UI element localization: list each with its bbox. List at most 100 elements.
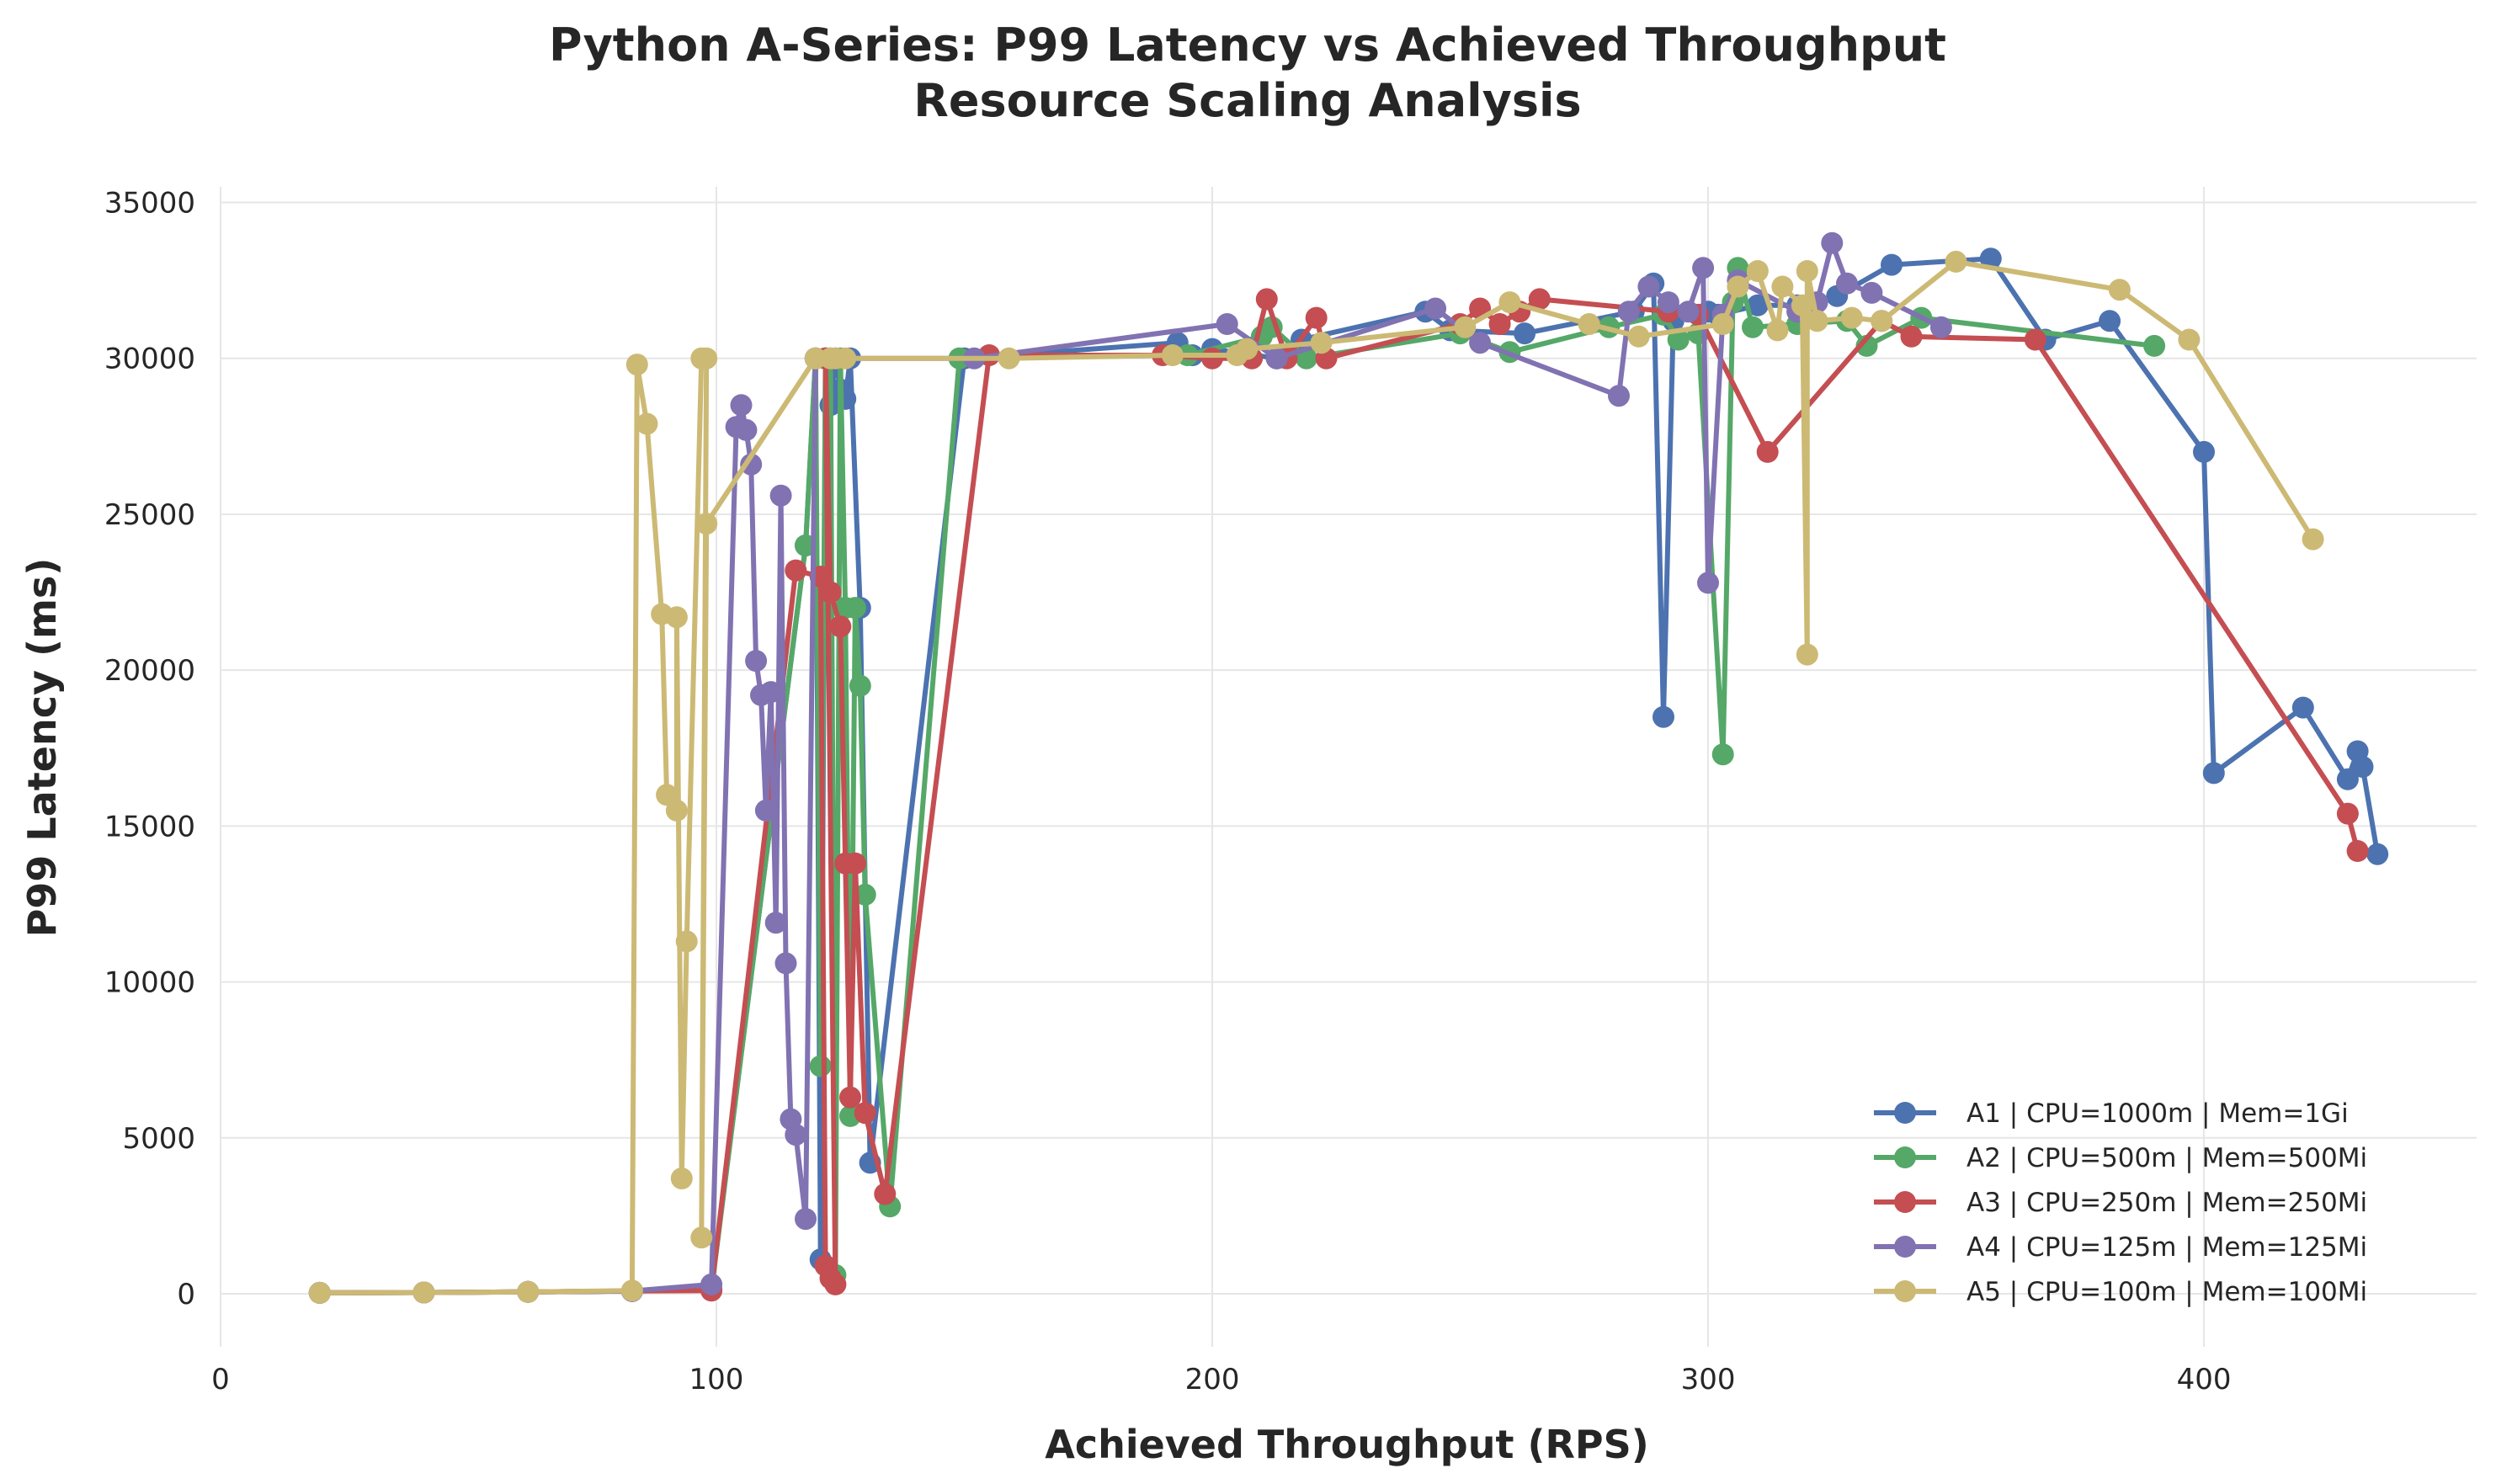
data-point (1945, 250, 1967, 273)
y-tick-label: 35000 (104, 187, 195, 221)
data-point (1979, 247, 2002, 270)
data-point (1746, 260, 1769, 282)
x-tick-label: 100 (689, 1363, 744, 1396)
data-point (625, 354, 648, 376)
data-point (517, 1280, 540, 1303)
data-point (695, 347, 718, 370)
y-tick-label: 25000 (104, 498, 195, 532)
data-point (854, 883, 876, 906)
data-point (1608, 385, 1630, 407)
data-point (2143, 334, 2166, 357)
data-point (839, 1086, 861, 1109)
data-point (1860, 281, 1883, 304)
legend-entry: A3 | CPU=250m | Mem=250Mi (1874, 1188, 2367, 1218)
data-point (1617, 301, 1640, 323)
data-point (620, 1279, 643, 1302)
x-tick-label: 400 (2177, 1363, 2232, 1396)
series-a5 (308, 250, 2324, 1304)
data-point (2346, 840, 2369, 862)
data-point (2291, 696, 2314, 719)
data-point (2108, 279, 2131, 301)
legend-swatch-marker (1894, 1236, 1916, 1258)
series-a2 (308, 257, 2166, 1304)
data-point (1514, 322, 1536, 345)
data-point (1871, 310, 1893, 332)
data-point (834, 347, 857, 370)
data-point (1791, 294, 1813, 316)
legend-entry: A1 | CPU=1000m | Mem=1Gi (1874, 1098, 2349, 1129)
data-point (1216, 313, 1238, 335)
data-point (854, 1102, 876, 1125)
grid (220, 187, 2477, 1347)
legend-swatch-marker (1894, 1102, 1916, 1124)
y-tick-label: 20000 (104, 654, 195, 688)
data-point (1821, 231, 1844, 254)
data-point (412, 1281, 435, 1304)
data-point (1498, 291, 1521, 314)
y-tick-label: 30000 (104, 343, 195, 376)
data-point (1161, 344, 1184, 366)
data-point (2202, 762, 2225, 785)
legend-label: A2 | CPU=500m | Mem=500Mi (1966, 1143, 2367, 1173)
chart-title: Python A-Series: P99 Latency vs Achieved… (549, 19, 1946, 72)
data-point (1771, 275, 1794, 298)
data-point (2336, 802, 2359, 825)
series-line (319, 240, 1943, 1295)
legend-entry: A4 | CPU=125m | Mem=125Mi (1874, 1232, 2367, 1263)
data-point (1855, 334, 1878, 357)
data-point (1836, 272, 1858, 295)
data-point (844, 852, 866, 875)
legend-swatch-marker (1894, 1280, 1916, 1302)
data-point (2336, 768, 2359, 790)
data-point (1900, 325, 1923, 348)
data-point (1692, 257, 1715, 279)
data-point (656, 784, 679, 806)
data-point (1488, 313, 1511, 335)
data-point (1697, 572, 1719, 594)
data-point (874, 1183, 897, 1205)
data-point (1667, 328, 1690, 351)
data-point (745, 650, 768, 673)
data-point (1766, 319, 1789, 342)
data-point (1840, 306, 1863, 329)
data-point (785, 1124, 807, 1146)
data-point (735, 418, 758, 441)
data-point (754, 799, 777, 822)
data-point (1469, 332, 1492, 354)
x-tick-label: 0 (211, 1363, 230, 1396)
data-point (1637, 275, 1660, 298)
data-point (1255, 288, 1278, 311)
data-point (2193, 440, 2215, 463)
legend-swatch-marker (1894, 1191, 1916, 1213)
data-point (759, 681, 782, 704)
data-point (774, 952, 797, 975)
series-line (319, 265, 2155, 1295)
data-point (700, 1273, 723, 1295)
y-tick-label: 15000 (104, 810, 195, 843)
data-point (730, 394, 753, 417)
data-point (849, 674, 871, 697)
data-point (1727, 275, 1749, 298)
data-point (819, 581, 842, 604)
data-point (1711, 743, 1734, 766)
data-point (769, 484, 792, 507)
data-point (2366, 843, 2389, 865)
data-point (1454, 316, 1477, 338)
legend-label: A4 | CPU=125m | Mem=125Mi (1966, 1232, 2367, 1263)
data-point (785, 559, 807, 582)
data-point (1265, 347, 1288, 370)
legend-entry: A2 | CPU=500m | Mem=500Mi (1874, 1143, 2367, 1173)
data-point (829, 615, 852, 638)
data-point (998, 347, 1020, 370)
x-tick-label: 200 (1185, 1363, 1240, 1396)
data-point (1756, 440, 1779, 463)
data-point (1929, 316, 1952, 338)
series-a4 (308, 231, 1952, 1304)
data-point (2351, 756, 2374, 778)
legend-swatch-marker (1894, 1146, 1916, 1168)
legend-entry: A5 | CPU=100m | Mem=100Mi (1874, 1277, 2367, 1307)
data-point (636, 412, 658, 435)
data-point (795, 1208, 817, 1231)
data-point (2099, 310, 2121, 332)
legend-label: A3 | CPU=250m | Mem=250Mi (1966, 1188, 2367, 1218)
